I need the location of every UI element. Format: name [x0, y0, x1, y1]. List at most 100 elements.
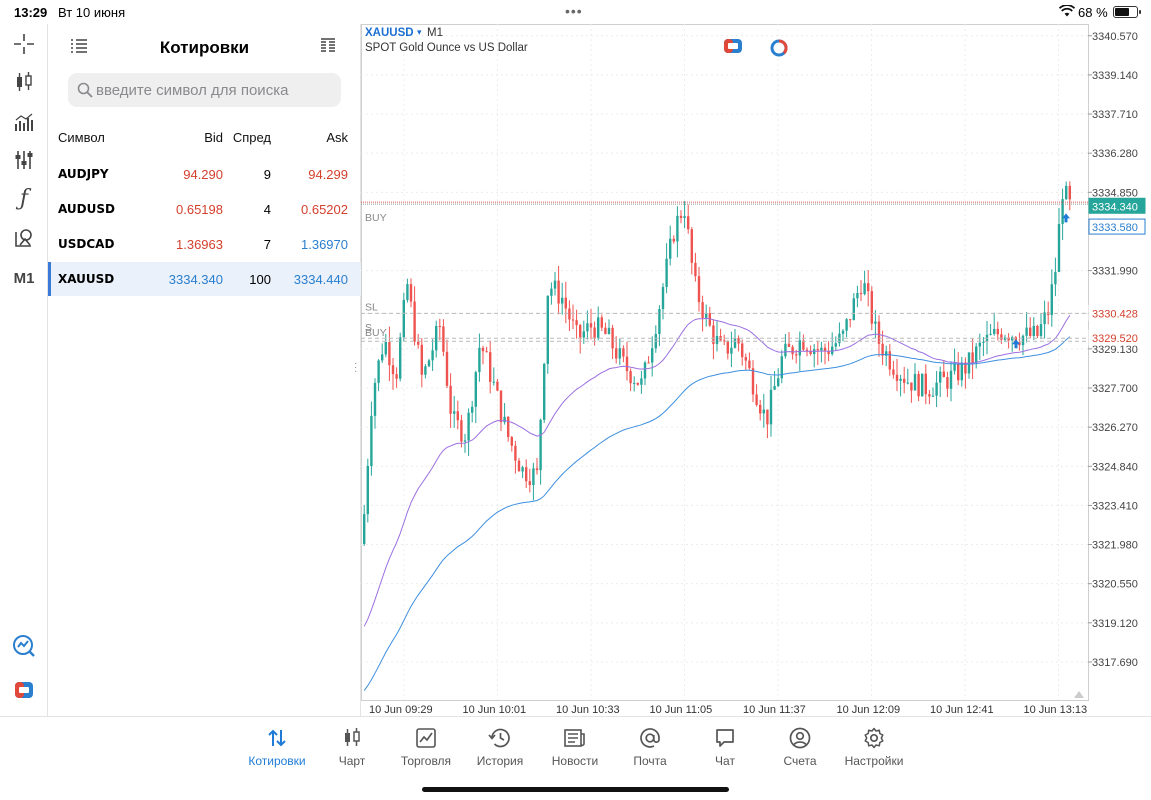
candlestick-icon[interactable]	[10, 68, 38, 96]
sliders-icon[interactable]	[10, 146, 38, 174]
candle-body	[597, 317, 600, 338]
chart-canvas[interactable]: 3340.570 3339.140 3337.710 3336.280 3334.850…	[361, 24, 1151, 720]
candle-body	[589, 323, 593, 328]
quote-row[interactable]: USDCAD 1.36963 7 1.36970	[48, 227, 361, 261]
candle-body	[935, 382, 938, 396]
market-sentiment-icon[interactable]	[769, 38, 789, 57]
tab-label: Почта	[633, 754, 667, 768]
candle-body	[528, 481, 531, 485]
crosshair-icon[interactable]	[10, 30, 38, 58]
quote-bid: 1.36963	[176, 237, 223, 252]
status-time: 13:29	[14, 5, 48, 20]
quotes-title: Котировки	[159, 38, 250, 57]
tab-history[interactable]: История	[461, 725, 539, 768]
price-chart[interactable]: 3340.570 3339.140 3337.710 3336.280 3334.850…	[361, 24, 1151, 720]
candle-body	[964, 362, 967, 374]
tab-quotes[interactable]: Котировки	[238, 725, 316, 768]
candle-body	[690, 229, 693, 263]
y-tick-label: 3329.130	[1092, 344, 1138, 356]
column-spread[interactable]: Спред	[232, 130, 271, 145]
candle-body	[1007, 337, 1010, 341]
candle-body	[456, 411, 459, 421]
timeframe-button[interactable]: M1	[13, 269, 35, 287]
candle-body	[701, 302, 704, 318]
second-buy-price-tag-box	[1088, 329, 1146, 346]
candle-body	[769, 389, 773, 425]
candle-body	[366, 466, 369, 515]
tab-settings[interactable]: Настройки	[835, 725, 913, 768]
candle-body	[373, 382, 377, 416]
x-tick-label: 10 Jun 12:41	[930, 704, 994, 716]
candle-body	[453, 411, 456, 414]
candle-body	[525, 467, 528, 482]
candle-body	[982, 341, 985, 343]
candle-body	[737, 337, 740, 344]
quote-ask: 0.65202	[301, 202, 348, 217]
one-click-trade-icon[interactable]	[723, 38, 743, 54]
objects-icon[interactable]	[10, 224, 38, 252]
account-user-icon	[761, 725, 839, 751]
candle-body	[550, 288, 553, 296]
y-tick-label: 3331.990	[1092, 266, 1138, 278]
candle-body	[1054, 272, 1057, 285]
candle-body	[568, 308, 571, 320]
chart-symbol[interactable]: XAUUSD	[365, 27, 414, 39]
chat-bubble-icon	[686, 725, 764, 751]
candle-body	[867, 283, 870, 292]
search-icon	[77, 82, 93, 103]
battery-percent: 68 %	[1078, 5, 1108, 20]
candle-body	[431, 350, 434, 361]
quote-row-selected[interactable]: XAUUSD 3334.340 100 3334.440	[48, 262, 361, 296]
detailed-view-icon[interactable]	[320, 38, 336, 59]
candle-body	[881, 343, 884, 356]
quote-row[interactable]: AUDUSD 0.65198 4 0.65202	[48, 192, 361, 226]
candle-body	[600, 317, 603, 328]
column-symbol[interactable]: Символ	[58, 130, 105, 145]
candle-body	[1025, 327, 1028, 336]
home-indicator[interactable]	[422, 787, 729, 792]
status-bar: 13:29 Вт 10 июня ••• 68 %	[0, 0, 1151, 24]
tab-mail[interactable]: Почта	[611, 725, 689, 768]
tab-chat[interactable]: Чат	[686, 725, 764, 768]
menu-list-icon[interactable]	[70, 38, 88, 59]
one-click-trading-icon[interactable]	[10, 676, 38, 704]
candle-body	[611, 327, 614, 349]
volume-bars-icon[interactable]	[10, 108, 38, 136]
candle-body	[665, 258, 668, 287]
multitask-dots-icon[interactable]: •••	[565, 3, 583, 19]
candle-body	[625, 356, 629, 372]
tab-trade[interactable]: Торговля	[387, 725, 465, 768]
tab-accounts[interactable]: Счета	[761, 725, 839, 768]
x-tick-label: 10 Jun 12:09	[837, 704, 901, 716]
quote-row[interactable]: AUDJPY 94.290 9 94.299	[48, 157, 361, 191]
candle-body	[787, 343, 791, 347]
candle-body	[1068, 185, 1071, 200]
battery-icon	[1113, 6, 1141, 18]
trade-signals-icon[interactable]	[10, 632, 38, 660]
candle-body	[759, 404, 762, 414]
candle-body	[406, 284, 409, 300]
candle-body	[885, 351, 888, 356]
panel-resize-handle[interactable]: · · ·	[354, 358, 358, 377]
candle-body	[996, 328, 999, 335]
candle-body	[564, 297, 567, 309]
candle-body	[852, 298, 855, 320]
column-ask[interactable]: Ask	[326, 130, 348, 145]
buy-price-tag: 3333.580	[1092, 222, 1138, 234]
candle-body	[636, 382, 639, 385]
search-input[interactable]	[96, 73, 331, 107]
candle-body	[1043, 312, 1046, 325]
column-bid[interactable]: Bid	[204, 130, 223, 145]
quote-bid: 3334.340	[168, 272, 223, 287]
symbol-dropdown-icon[interactable]: ▾	[417, 27, 422, 37]
function-icon[interactable]: ƒ	[19, 185, 29, 211]
candle-body	[953, 363, 956, 371]
tab-label: Чат	[715, 754, 735, 768]
tab-chart[interactable]: Чарт	[313, 725, 391, 768]
tab-news[interactable]: Новости	[536, 725, 614, 768]
candle-body	[1057, 224, 1061, 273]
bid-price-tag: 3334.340	[1092, 201, 1138, 213]
candle-body	[492, 381, 495, 383]
candle-body	[1061, 199, 1064, 225]
candle-body	[669, 238, 672, 259]
